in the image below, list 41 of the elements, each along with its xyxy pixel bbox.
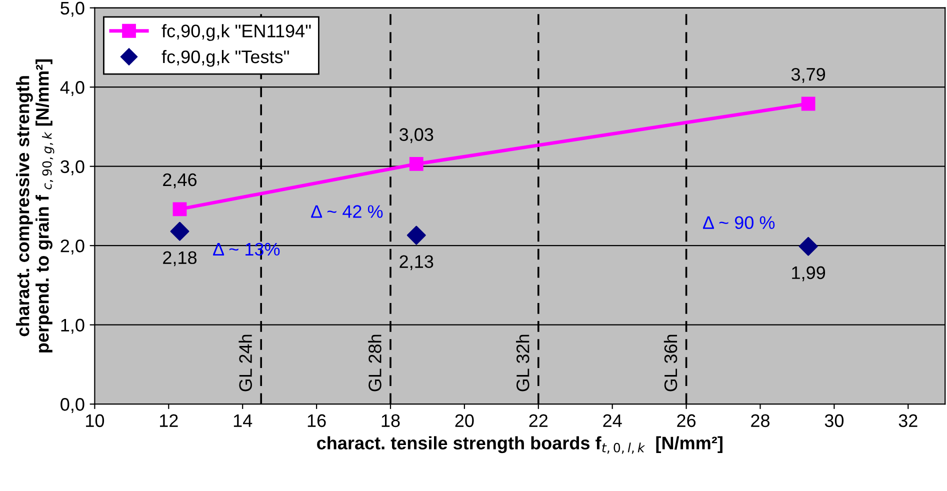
annotation: Δ ~ 90 %	[702, 216, 775, 230]
y-axis-title: charact. compressive strength perpend. to grain f $_{c,90,g,k}$ [N/mm²]	[16, 59, 54, 352]
data-label: 2,18	[163, 251, 197, 266]
x-tick-label: 14	[234, 414, 252, 427]
point	[406, 226, 426, 245]
x-tick-label: 22	[529, 414, 548, 427]
data-label: 3,03	[399, 128, 434, 144]
data-label: 3,79	[791, 68, 826, 83]
point	[172, 202, 187, 216]
point	[170, 222, 190, 241]
point	[801, 96, 816, 111]
data-label: 2,13	[400, 255, 434, 270]
y-tick-label: 5,0	[60, 2, 84, 17]
x-tick-label: 28	[751, 414, 770, 428]
annotation: Δ ~ 13%	[213, 242, 280, 256]
x-tick-label: 10	[86, 414, 104, 428]
x-axis-title: charact. tensile strength boards f$_{t,0,l,k}$ [N/mm²]	[317, 436, 722, 454]
ref-line-label: GL 36h	[664, 334, 678, 392]
y-tick-label: 0,0	[60, 398, 84, 413]
x-tick-label: 32	[898, 414, 918, 428]
y-tick-label: 3,0	[60, 160, 84, 176]
y-tick-label: 2,0	[60, 240, 84, 254]
x-tick-label: 20	[455, 414, 474, 428]
legend-label: fc,90,g,k "Tests"	[162, 50, 289, 67]
legend-label: fc,90,g,k "EN1194"	[162, 24, 311, 41]
ref-line-label: GL 32h	[516, 334, 530, 392]
y-tick-label: 1,0	[61, 318, 84, 334]
data-label: 1,99	[792, 266, 826, 282]
x-tick-label: 30	[824, 414, 844, 428]
point	[798, 236, 818, 256]
point	[409, 157, 424, 171]
ref-line-label: GL 24h	[238, 334, 252, 392]
x-tick-label: 18	[382, 414, 400, 428]
x-tick-label: 24	[603, 414, 622, 427]
x-tick-label: 12	[160, 414, 178, 427]
data-label: 2,46	[163, 173, 197, 188]
x-tick-label: 16	[308, 414, 326, 428]
ref-line-label: GL 28h	[368, 334, 382, 392]
y-tick-label: 4,0	[60, 81, 84, 96]
annotation: Δ ~ 42 %	[311, 205, 383, 218]
x-tick-label: 26	[677, 414, 696, 428]
